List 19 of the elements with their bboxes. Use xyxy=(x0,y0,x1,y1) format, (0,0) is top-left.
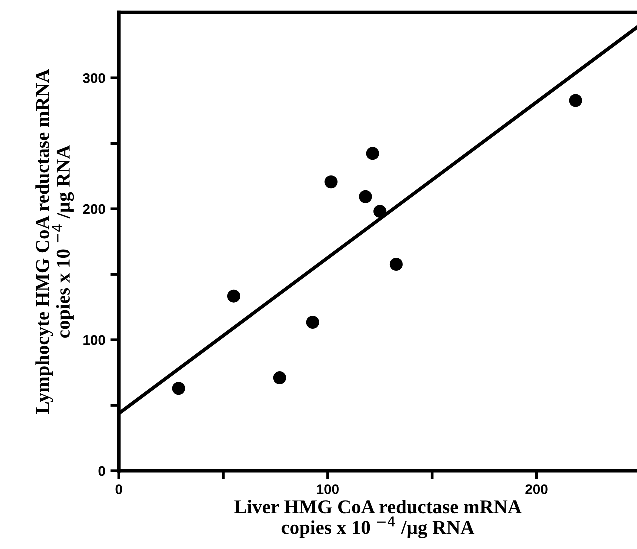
x-tick-label: 200 xyxy=(526,484,548,494)
point xyxy=(306,316,320,330)
point xyxy=(324,176,338,189)
point xyxy=(569,94,582,108)
y-tick-label: 100 xyxy=(84,335,106,346)
y-tick-label: 0 xyxy=(98,466,106,476)
point xyxy=(273,372,286,385)
x-tick-label: 0 xyxy=(116,484,122,494)
point xyxy=(227,290,240,303)
point xyxy=(359,190,372,204)
point xyxy=(366,147,380,160)
point xyxy=(172,382,186,396)
x-axis-title: Liver HMG CoA reductase mRNA copies x 10 $^{−4}$ /µg RNA xyxy=(234,500,522,538)
point xyxy=(374,205,387,218)
point xyxy=(390,258,403,271)
y-tick-label: 200 xyxy=(83,204,106,214)
x-tick-label: 100 xyxy=(317,484,339,494)
y-tick-label: 300 xyxy=(83,73,106,84)
y-axis-title: Lymphocyte HMG CoA reductase mRNA copies x 10 $^{−4}$ /µg RNA xyxy=(36,69,74,414)
